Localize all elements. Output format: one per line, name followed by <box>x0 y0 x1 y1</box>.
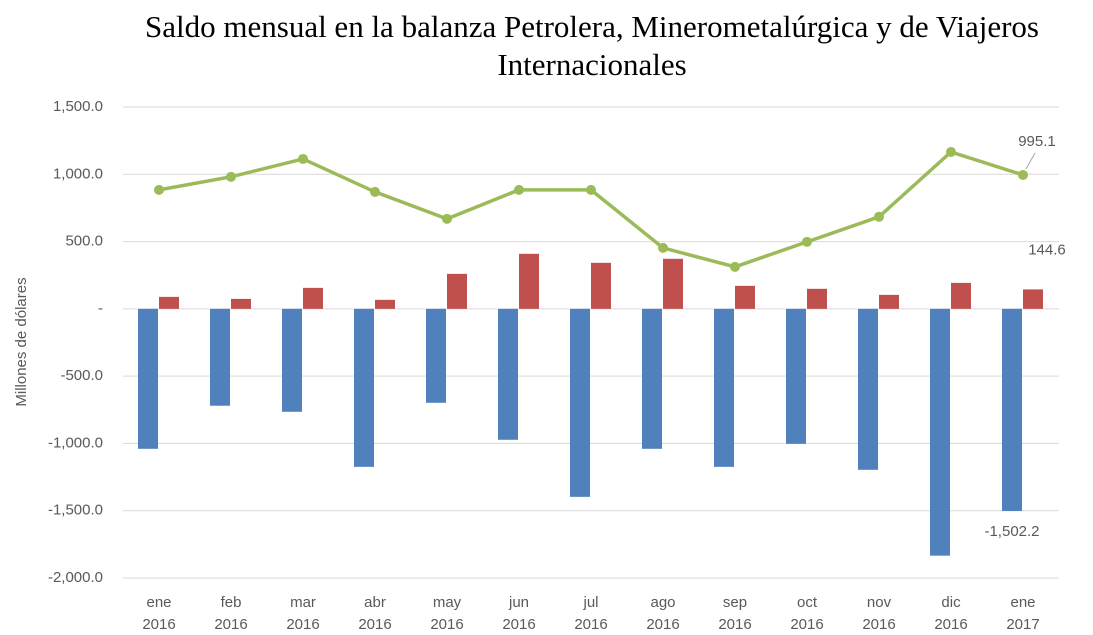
line-marker <box>226 171 236 182</box>
x-tick-label: dic 2016 <box>934 594 967 633</box>
x-tick-label-line: jul <box>582 594 598 611</box>
x-tick-label-line: feb <box>221 594 242 611</box>
line-marker <box>874 211 884 222</box>
bar <box>879 294 899 309</box>
line-marker <box>154 184 164 195</box>
line-marker <box>802 236 812 247</box>
line-marker <box>298 153 308 164</box>
x-tick-label-line: ago <box>650 594 675 611</box>
x-tick-label-line: abr <box>364 594 386 611</box>
line-marker <box>730 261 740 272</box>
y-tick-label: -500.0 <box>60 367 103 384</box>
x-tick-label: jul 2016 <box>574 594 607 633</box>
x-tick-label-line: sep <box>723 594 747 611</box>
y-tick-label: 1,500.0 <box>53 98 103 115</box>
chart-title: Internacionales <box>497 47 686 82</box>
x-tick-label: ene 2017 <box>1006 594 1039 633</box>
leader-line <box>1025 152 1036 170</box>
bar <box>930 308 950 556</box>
x-tick-label-line: 2016 <box>862 616 895 633</box>
bar <box>498 308 518 440</box>
bar <box>303 287 323 309</box>
bar <box>786 308 806 444</box>
bar <box>735 285 755 309</box>
x-tick-label: ene 2016 <box>142 594 175 633</box>
bar <box>375 299 395 309</box>
x-tick-label-line: 2017 <box>1006 616 1039 633</box>
bar <box>1023 289 1043 309</box>
bar <box>642 308 662 449</box>
bar <box>807 288 827 309</box>
x-tick-label: oct 2016 <box>790 594 823 633</box>
line-marker <box>1018 169 1028 180</box>
x-tick-label-line: dic <box>941 594 961 611</box>
y-tick-label: 1,000.0 <box>53 165 103 182</box>
y-tick-label: - <box>98 300 103 317</box>
line <box>158 149 1024 269</box>
x-tick-label-line: 2016 <box>142 616 175 633</box>
bar <box>159 296 179 309</box>
x-tick-label-line: 2016 <box>718 616 751 633</box>
line-marker <box>442 213 452 224</box>
bar <box>570 308 590 497</box>
x-tick-label-line: 2016 <box>934 616 967 633</box>
x-tick-label-line: 2016 <box>574 616 607 633</box>
bar <box>858 308 878 470</box>
y-tick-label: 500.0 <box>65 233 103 250</box>
line-marker <box>946 146 956 157</box>
chart-title: Saldo mensual en la balanza Petrolera, M… <box>145 9 1039 44</box>
x-tick-label-line: 2016 <box>214 616 247 633</box>
bar <box>714 308 734 467</box>
x-tick-label: sep 2016 <box>718 594 751 633</box>
y-tick-label: -1,500.0 <box>48 502 103 519</box>
bar <box>282 308 302 412</box>
x-tick-label: abr 2016 <box>358 594 391 633</box>
y-tick-label: -2,000.0 <box>48 569 103 586</box>
x-tick-label-line: mar <box>290 594 316 611</box>
data-label: 995.1 <box>1018 133 1056 150</box>
data-label: 144.6 <box>1028 241 1066 258</box>
bar <box>210 308 230 406</box>
x-tick-label: feb 2016 <box>214 594 247 633</box>
line-marker <box>586 184 596 195</box>
bar <box>447 273 467 309</box>
y-axis-label: Millones de dólares <box>13 277 30 406</box>
x-tick-label-line: 2016 <box>430 616 463 633</box>
x-tick-label: may 2016 <box>430 594 463 633</box>
x-tick-label-line: 2016 <box>790 616 823 633</box>
x-tick-label-line: 2016 <box>358 616 391 633</box>
bar <box>519 253 539 309</box>
bar <box>591 262 611 309</box>
x-tick-label-line: 2016 <box>502 616 535 633</box>
x-tick-label-line: ene <box>146 594 171 611</box>
x-tick-label-line: jun <box>508 594 529 611</box>
x-tick-label-line: nov <box>867 594 892 611</box>
bar <box>951 282 971 309</box>
x-tick-label-line: oct <box>797 594 818 611</box>
data-label: -1,502.2 <box>984 523 1039 540</box>
x-tick-label-line: 2016 <box>646 616 679 633</box>
x-tick-label-line: may <box>433 594 462 611</box>
bar <box>354 308 374 467</box>
x-tick-label: nov 2016 <box>862 594 895 633</box>
bar <box>1002 308 1022 512</box>
x-tick-label-line: 2016 <box>286 616 319 633</box>
line-marker <box>370 186 380 197</box>
x-tick-label: jun 2016 <box>502 594 535 633</box>
x-tick-label: ago 2016 <box>646 594 679 633</box>
bar <box>426 308 446 403</box>
line-marker <box>514 184 524 195</box>
line-marker <box>658 242 668 253</box>
bar <box>663 258 683 309</box>
y-tick-label: -1,000.0 <box>48 434 103 451</box>
bar <box>138 308 158 449</box>
bar <box>231 298 251 309</box>
x-tick-label: mar 2016 <box>286 594 319 633</box>
x-tick-label-line: ene <box>1010 594 1035 611</box>
